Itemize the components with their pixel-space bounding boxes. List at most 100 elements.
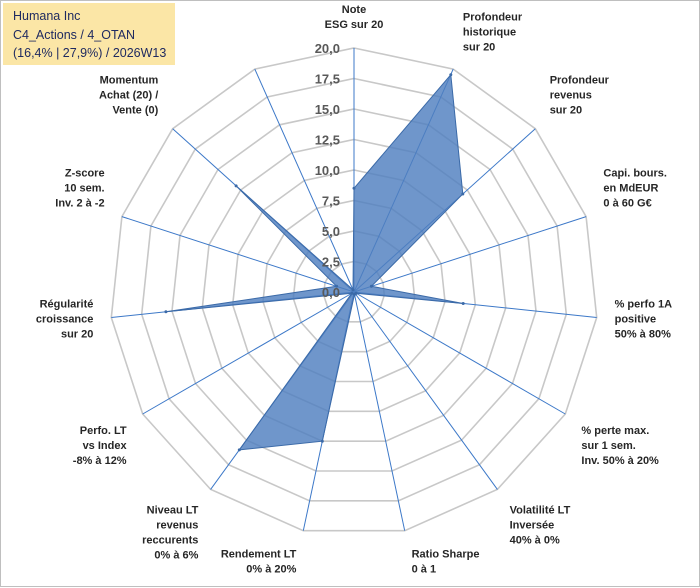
category-label-line: Profondeur	[550, 74, 610, 86]
grid-ring-6	[171, 108, 537, 472]
spoke-6	[353, 291, 498, 490]
category-label-3: Capi. bours. en MdEUR 0 à 60 G€	[603, 167, 667, 209]
grid-ring-2	[292, 230, 416, 353]
category-label-line: revenus	[156, 520, 198, 532]
category-label-line: Régularité	[40, 299, 94, 311]
category-label-line: 10 sem.	[64, 182, 104, 194]
category-label-11: Régularité croissance sur 20	[36, 299, 93, 341]
category-label-5: % perte max. sur 1 sem. Inv. 50% à 20%	[581, 425, 659, 467]
category-label-line: Rendement LT	[221, 548, 297, 560]
category-label-line: croissance	[36, 314, 93, 326]
grid-ring-5	[201, 138, 507, 443]
label-layer: Note ESG sur 20 Profondeur historique sur 20…	[36, 4, 672, 575]
data-point-4	[461, 302, 465, 305]
category-label-line: Vente (0)	[112, 104, 158, 116]
tick-label: 10,0	[315, 163, 340, 178]
category-label-9: Niveau LT revenus reccurents 0% à 6%	[142, 505, 199, 562]
tick-label: 2,5	[322, 255, 340, 270]
category-label-13: Momentum Achat (20) / Vente (0)	[99, 74, 159, 116]
data-point-7	[353, 292, 356, 296]
category-label-line: sur 1 sem.	[581, 440, 635, 452]
category-label-4: % perfo 1A positive 50% à 80%	[615, 299, 673, 341]
grid-ring-7	[140, 77, 568, 502]
data-point-14	[351, 288, 355, 292]
category-label-line: Inv. 50% à 20%	[581, 455, 659, 467]
series-layer	[164, 73, 465, 452]
tick-label: 5,0	[322, 224, 340, 239]
category-label-line: positive	[615, 314, 657, 326]
category-label-line: historique	[463, 26, 516, 38]
spoke-5	[353, 291, 566, 415]
category-label-line: -8% à 12%	[73, 455, 127, 467]
category-label-line: Momentum	[100, 74, 159, 86]
spoke-14	[254, 68, 355, 293]
category-label-2: Profondeur revenus sur 20	[550, 74, 610, 116]
data-point-11	[164, 310, 168, 314]
category-label-line: reccurents	[142, 535, 198, 547]
tick-layer: 0,0 2,5 5,0 7,5 10,0 12,5 15,0 17,5 20,0	[315, 41, 340, 300]
category-label-8: Rendement LT 0% à 20%	[221, 548, 297, 575]
tick-label: 20,0	[315, 41, 340, 56]
data-point-13	[234, 184, 238, 188]
grid-ring-3	[262, 199, 446, 383]
data-point-3	[369, 284, 373, 288]
category-label-line: revenus	[550, 89, 592, 101]
grid-ring-8	[110, 47, 598, 532]
category-label-line: 0% à 6%	[154, 550, 198, 562]
category-label-6: Volatilité LT Inversée 40% à 0%	[510, 505, 571, 547]
category-label-line: Ratio Sharpe	[412, 548, 480, 560]
category-label-line: Capi. bours.	[603, 167, 667, 179]
series-area	[165, 73, 464, 451]
category-label-line: Perfo. LT	[80, 425, 127, 437]
data-point-1	[449, 73, 453, 77]
tick-label: 15,0	[315, 102, 340, 117]
category-label-line: 0 à 60 G€	[603, 197, 651, 209]
category-label-line: ESG sur 20	[325, 19, 384, 31]
tick-label: 7,5	[322, 194, 340, 209]
category-label-10: Perfo. LT vs Index -8% à 12%	[73, 425, 128, 467]
category-label-line: 0% à 20%	[246, 563, 296, 575]
tick-label: 0,0	[322, 285, 340, 300]
badge-company: Humana Inc	[13, 9, 81, 23]
category-label-line: % perte max.	[581, 425, 649, 437]
category-label-line: Note	[342, 4, 366, 16]
spoke-3	[353, 216, 587, 293]
category-label-line: Achat (20) /	[99, 89, 158, 101]
data-point-10	[350, 291, 354, 295]
data-point-8	[320, 439, 324, 443]
category-label-line: en MdEUR	[603, 182, 658, 194]
data-point-0	[352, 186, 356, 190]
category-label-line: % perfo 1A	[615, 299, 673, 311]
category-label-line: 50% à 80%	[615, 329, 671, 341]
category-label-line: vs Index	[83, 440, 128, 452]
category-label-7: Ratio Sharpe 0 à 1	[412, 548, 480, 575]
category-label-line: sur 20	[61, 329, 93, 341]
category-label-line: Inv. 2 à -2	[55, 197, 104, 209]
category-label-line: Inversée	[510, 520, 555, 532]
category-label-line: 0 à 1	[412, 563, 436, 575]
badge-category: C4_Actions / 4_OTAN	[13, 28, 136, 42]
tick-label: 17,5	[315, 72, 340, 87]
category-label-line: sur 20	[463, 41, 495, 53]
category-label-line: sur 20	[550, 104, 582, 116]
tick-label: 12,5	[315, 133, 340, 148]
category-label-line: Z-score	[65, 167, 105, 179]
spoke-12	[121, 216, 355, 293]
data-point-9	[237, 448, 241, 452]
data-point-12	[335, 284, 339, 288]
category-label-1: Profondeur historique sur 20	[463, 11, 523, 53]
category-label-line: Niveau LT	[147, 505, 199, 517]
category-label-12: Z-score 10 sem. Inv. 2 à -2	[55, 167, 104, 209]
badge-stats: (16,4% | 27,9%) / 2026W13	[13, 46, 167, 60]
grid-ring-4	[231, 169, 477, 413]
category-label-0: Note ESG sur 20	[325, 4, 384, 31]
spoke-7	[353, 291, 406, 531]
category-label-line: Volatilité LT	[510, 505, 571, 517]
data-point-2	[461, 192, 465, 196]
category-label-line: Profondeur	[463, 11, 523, 23]
title-badge: Humana Inc C4_Actions / 4_OTAN (16,4% | …	[3, 3, 175, 65]
spoke-10	[142, 291, 355, 415]
category-label-line: 40% à 0%	[510, 535, 560, 547]
